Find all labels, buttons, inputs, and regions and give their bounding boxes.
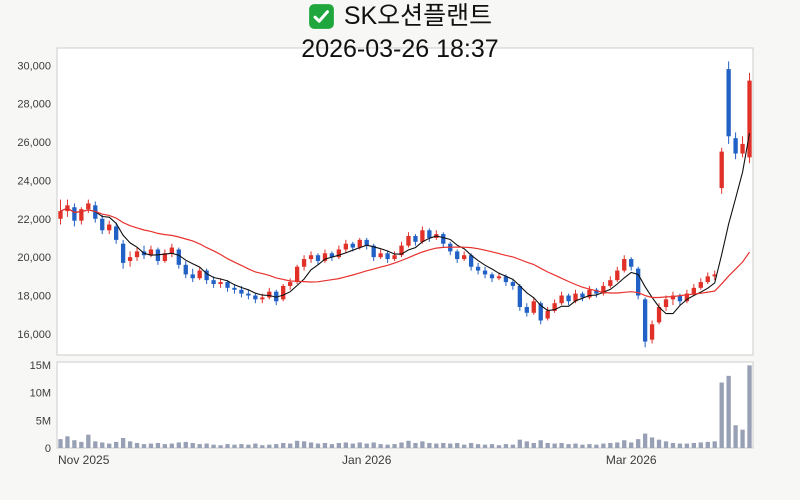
green-checkbox-icon [308,3,335,30]
volume-axis-ticks: 0 5M 10M 15M [30,360,51,455]
chart-datetime: 2026-03-26 18:37 [301,34,499,63]
svg-text:10M: 10M [30,388,51,400]
svg-text:20,000: 20,000 [17,252,51,264]
chart-header: SK오션플랜트 2026-03-26 18:37 [0,2,800,63]
svg-text:16,000: 16,000 [17,329,51,341]
svg-text:Mar 2026: Mar 2026 [606,453,657,467]
svg-text:15M: 15M [30,360,51,372]
svg-text:24,000: 24,000 [17,175,51,187]
ma-line-ma5 [60,133,751,315]
chart-panels [56,47,754,449]
price-axis-ticks: 16,000 18,000 20,000 22,000 24,000 26,000 28,0… [17,60,51,341]
volume-bars [58,365,752,448]
svg-text:Nov 2025: Nov 2025 [58,453,110,467]
svg-text:22,000: 22,000 [17,214,51,226]
price-panel [56,47,754,356]
title-row: SK오션플랜트 [308,2,492,30]
stock-title: SK오션플랜트 [343,2,493,30]
svg-text:0: 0 [45,443,51,455]
ma-line-ma20 [60,207,750,299]
svg-text:30,000: 30,000 [17,60,51,72]
svg-text:18,000: 18,000 [17,291,51,303]
x-axis-ticks: Nov 2025 Jan 2026 Mar 2026 [58,453,657,467]
svg-text:5M: 5M [36,415,51,427]
svg-text:28,000: 28,000 [17,99,51,111]
svg-text:26,000: 26,000 [17,137,51,149]
candlesticks [58,61,752,348]
svg-text:Jan 2026: Jan 2026 [342,453,392,467]
volume-panel [56,361,754,449]
